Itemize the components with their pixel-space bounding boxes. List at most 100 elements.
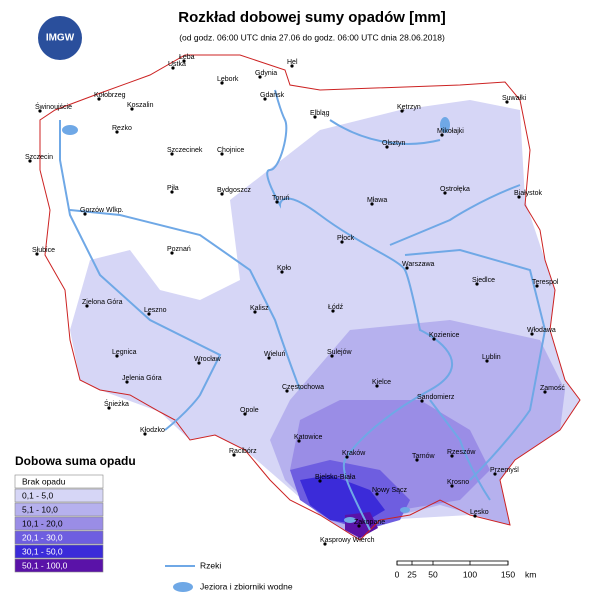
city-label: Katowice <box>294 434 323 441</box>
city-dot <box>450 484 454 488</box>
city-label: Rezko <box>112 125 132 132</box>
city-label: Kasprowy Wierch <box>320 537 375 544</box>
city-dot <box>440 133 444 137</box>
city-dot <box>232 453 236 457</box>
city-dot <box>475 282 479 286</box>
city-label: Gorzów Wlkp. <box>80 207 124 214</box>
logo-circle <box>38 16 82 60</box>
city-dot <box>340 240 344 244</box>
city-dot <box>330 354 334 358</box>
city-dot <box>400 109 404 113</box>
city-label: Toruń <box>272 195 290 202</box>
city-label: Elbląg <box>310 110 330 117</box>
city-label: Tarnów <box>412 453 436 460</box>
city-label: Szczecin <box>25 154 53 161</box>
city-label: Ustka <box>168 61 186 68</box>
city-label: Bielsko-Biała <box>315 474 356 481</box>
lake <box>400 507 410 513</box>
city-label: Zamość <box>540 385 565 392</box>
city-label: Bydgoszcz <box>217 187 251 194</box>
city-label: Szczecinek <box>167 147 203 154</box>
city-dot <box>290 64 294 68</box>
city-label: Koszalin <box>127 102 154 109</box>
city-dot <box>97 97 101 101</box>
city-dot <box>35 252 39 256</box>
city-dot <box>263 97 267 101</box>
city-dot <box>485 359 489 363</box>
city-label: Olsztyn <box>382 140 405 147</box>
city-label: Mława <box>367 197 387 204</box>
city-dot <box>28 159 32 163</box>
city-label: Śnieżka <box>104 399 129 408</box>
city-label: Kłodzko <box>140 427 165 434</box>
city-label: Gdańsk <box>260 92 285 99</box>
city-label: Chojnice <box>217 147 244 154</box>
city-dot <box>493 472 497 476</box>
city-label: Zakopane <box>354 519 385 526</box>
legend-swatch <box>14 502 104 517</box>
city-label: Terespol <box>532 279 559 286</box>
rivers <box>59 89 547 531</box>
city-dot <box>143 432 147 436</box>
city-label: Kołobrzeg <box>94 92 126 99</box>
city-dot <box>473 514 477 518</box>
country-border <box>39 54 581 541</box>
lake <box>344 517 356 523</box>
city-dot <box>170 190 174 194</box>
scale-label: 0 <box>395 569 400 579</box>
city-label: Kozienice <box>429 332 459 339</box>
city-dot <box>170 251 174 255</box>
legend-label: 50,1 - 100,0 <box>22 560 68 570</box>
city-dot <box>125 380 129 384</box>
city-dot <box>115 354 119 358</box>
city-label: Lublin <box>482 354 501 361</box>
city-label: Rzeszów <box>447 449 476 456</box>
city-label: Hel <box>287 59 298 66</box>
river <box>69 209 301 391</box>
city-dot <box>170 152 174 156</box>
city-label: Białystok <box>514 190 543 197</box>
city-label: Kętrzyn <box>397 104 421 111</box>
city-label: Kraków <box>342 450 366 457</box>
logo: IMGW <box>38 16 82 60</box>
city-dot <box>318 479 322 483</box>
city-label: Kalisz <box>250 305 269 312</box>
scale-bar: 0 25 50 100 150 km <box>395 560 536 579</box>
city-label: Piła <box>167 185 179 192</box>
city-label: Kielce <box>372 379 391 386</box>
city-dot <box>530 332 534 336</box>
scale-bar-box <box>396 560 509 566</box>
legend-swatch <box>14 544 104 559</box>
city-label: Gdynia <box>255 70 277 77</box>
city-label: Łeba <box>179 54 195 61</box>
city-label: Poznań <box>167 246 191 253</box>
city-dot <box>450 454 454 458</box>
city-label: Legnica <box>112 349 137 356</box>
city-dot <box>38 109 42 113</box>
city-label: Sandomierz <box>417 394 455 401</box>
city-label: Częstochowa <box>282 384 324 391</box>
city-label: Łódź <box>328 304 344 311</box>
city-label: Nowy Sącz <box>372 487 408 494</box>
legend-title: Dobowa suma opadu <box>15 454 136 468</box>
city-dot <box>267 356 271 360</box>
city-dot <box>323 542 327 546</box>
scale-label: 25 <box>407 569 417 579</box>
lake <box>62 125 78 135</box>
legend-swatch <box>14 558 104 573</box>
city-label: Opole <box>240 407 259 414</box>
lakes <box>62 117 450 523</box>
city-dot <box>171 66 175 70</box>
legend: Brak opadu 0,1 - 5,0 5,1 - 10,0 10,1 - 20,0… <box>14 474 104 573</box>
city-label: Racibórz <box>229 448 257 455</box>
city-dot <box>243 412 247 416</box>
city-dot <box>345 455 349 459</box>
city-dot <box>253 310 257 314</box>
city-dot <box>535 284 539 288</box>
river <box>404 248 547 481</box>
city-label: Przemyśl <box>490 467 519 474</box>
city-dot <box>258 75 262 79</box>
city-label: Świnoujście <box>35 102 72 111</box>
